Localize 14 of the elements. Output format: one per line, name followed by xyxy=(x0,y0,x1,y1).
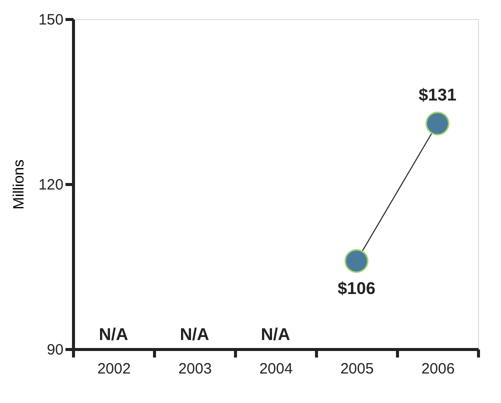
x-tick-label: 2002 xyxy=(97,360,131,378)
y-tick-label: 150 xyxy=(38,12,64,28)
x-tick-label: 2006 xyxy=(421,360,455,378)
text: N/A xyxy=(180,325,210,344)
data-label: $131 xyxy=(418,86,456,104)
text: N/A xyxy=(98,325,128,344)
data-label: $106 xyxy=(338,279,376,298)
x-tick-label: 2003 xyxy=(178,360,212,378)
text: N/A xyxy=(260,325,290,344)
y-tick-label: 90 xyxy=(46,342,64,358)
x-tick-label: 2005 xyxy=(340,360,374,378)
x-tick-label: 2004 xyxy=(259,360,293,378)
y-axis-title: Millions xyxy=(10,159,28,210)
y-tick-label: 120 xyxy=(38,176,64,194)
